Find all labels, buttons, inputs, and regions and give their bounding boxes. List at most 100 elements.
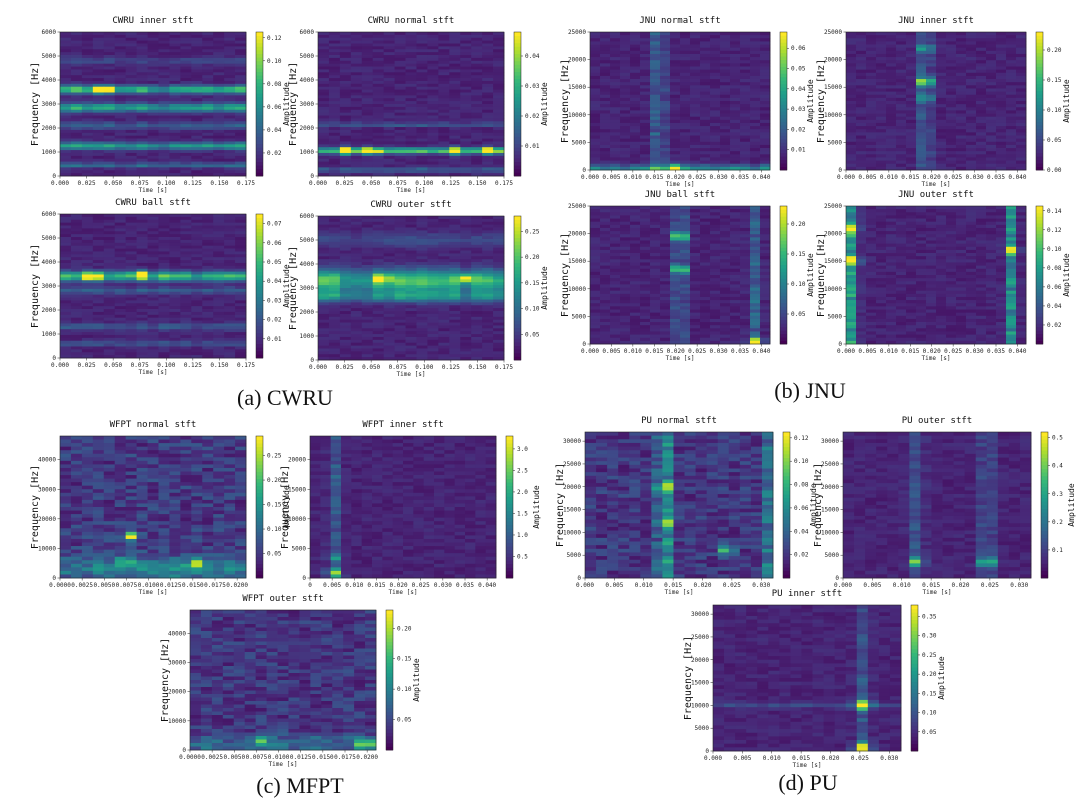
heatmap-cell [394, 118, 406, 122]
heatmap-cell [191, 52, 203, 56]
heatmap-cell [690, 104, 701, 108]
heatmap-cell [350, 288, 363, 292]
heatmap-cell [640, 107, 651, 111]
heatmap-cell [482, 150, 494, 154]
heatmap-cell [169, 161, 181, 165]
heatmap-cell [416, 331, 428, 335]
heatmap-cell [482, 164, 494, 168]
heatmap-cell [136, 164, 148, 168]
heatmap-cell [361, 241, 374, 246]
heatmap-cell [383, 267, 395, 272]
heatmap-cell [640, 157, 651, 161]
heatmap-cell [690, 57, 701, 61]
heatmap-cell [60, 237, 72, 241]
heatmap-cell [180, 80, 192, 85]
heatmap-cell [191, 248, 203, 252]
heatmap-cell [70, 141, 83, 145]
heatmap-cell [427, 152, 439, 157]
colorbar-frame [255, 31, 264, 177]
heatmap-cell [318, 336, 330, 341]
heatmap-cell [114, 37, 127, 42]
heatmap-cell [103, 135, 116, 139]
heatmap-cell [103, 112, 116, 116]
heatmap-cell [169, 306, 181, 310]
heatmap-cell [372, 308, 385, 312]
heatmap-cell [493, 293, 505, 298]
heatmap-cell [350, 112, 363, 116]
heatmap-cell [740, 154, 751, 158]
heatmap-cell [996, 72, 1007, 77]
heatmap-cell [946, 47, 957, 52]
heatmap-cell [103, 132, 116, 137]
heatmap-cell [590, 69, 601, 74]
heatmap-cell [460, 285, 472, 289]
heatmap-cell [125, 329, 137, 333]
heatmap-cell [70, 173, 83, 177]
heatmap-cell [372, 155, 385, 160]
heatmap-cell [449, 132, 461, 137]
heatmap-cell [191, 346, 203, 350]
heatmap-cell [125, 326, 137, 330]
heatmap-cell [191, 80, 203, 85]
heatmap-cell [916, 85, 927, 89]
heatmap-cell [986, 60, 997, 64]
heatmap-cell [328, 118, 341, 122]
heatmap-cell [416, 262, 428, 266]
heatmap-cell [103, 222, 116, 226]
heatmap-cell [235, 46, 247, 50]
heatmap-cell [70, 332, 83, 336]
heatmap-cell [318, 60, 330, 65]
heatmap-cell [180, 115, 192, 119]
heatmap-cell [620, 63, 631, 67]
heatmap-cell [405, 170, 417, 174]
heatmap-cell [103, 297, 116, 301]
colorbar-swatch [780, 166, 787, 171]
heatmap-cell [350, 305, 363, 309]
heatmap-cell [169, 66, 181, 70]
colorbar-swatch [256, 282, 263, 287]
heatmap-cell [136, 306, 148, 310]
heatmap-cell [372, 342, 385, 346]
heatmap-cell [720, 85, 731, 89]
heatmap-cell [92, 291, 105, 296]
x-tick-label: 0.175 [495, 180, 513, 187]
heatmap-cell [125, 173, 137, 177]
x-tick-label: 0.100 [157, 180, 175, 187]
heatmap-cell [416, 57, 428, 62]
heatmap-cell [147, 340, 159, 344]
heatmap-cell [438, 80, 450, 85]
heatmap-cell [449, 244, 461, 249]
heatmap-cell [482, 135, 494, 139]
heatmap-cell [906, 35, 917, 39]
heatmap-cell [449, 339, 461, 344]
heatmap-cell [926, 82, 937, 86]
heatmap-cell [92, 34, 105, 39]
heatmap-cell [328, 253, 341, 257]
heatmap-cell [416, 218, 428, 223]
heatmap-cell [886, 41, 897, 45]
heatmap-cell [191, 317, 203, 321]
heatmap-cell [235, 83, 247, 88]
heatmap-cell [81, 291, 94, 296]
heatmap-cell [460, 227, 472, 231]
heatmap-cell [202, 228, 214, 232]
heatmap-cell [92, 150, 105, 154]
heatmap-cell [169, 225, 181, 229]
heatmap-cell [372, 336, 385, 341]
heatmap-cell [114, 155, 127, 160]
heatmap-cell [125, 63, 137, 67]
x-tick-label: 0.150 [468, 180, 486, 187]
heatmap-cell [147, 124, 159, 128]
heatmap-cell [710, 66, 721, 71]
heatmap-cell [180, 34, 192, 39]
heatmap-cell [339, 118, 352, 122]
heatmap-cell [81, 320, 94, 324]
colorbar-swatch [514, 259, 521, 264]
colorbar-swatch [256, 125, 263, 130]
heatmap-cell [136, 271, 148, 275]
heatmap-cell [471, 296, 483, 300]
heatmap-cell [996, 63, 1007, 67]
heatmap-cell [81, 80, 94, 85]
